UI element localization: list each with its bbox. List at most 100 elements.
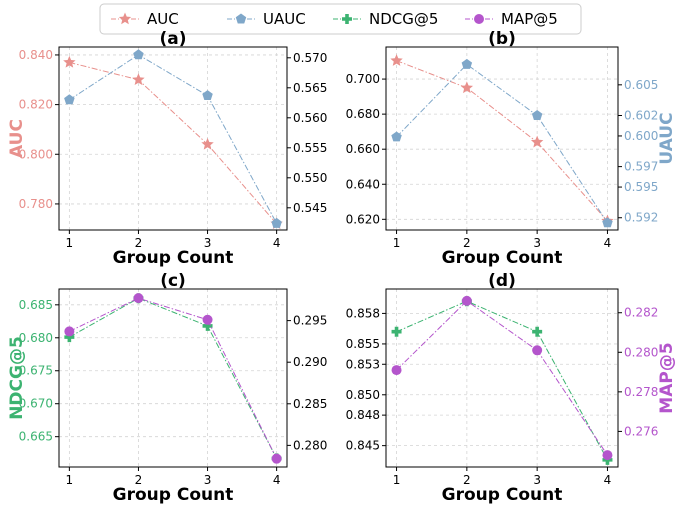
plot-frame <box>58 288 288 468</box>
y-right-tick-label: 0.560 <box>293 111 327 125</box>
panel-c: (c) 1 2 3 4 Group Count 0.665 0.670 0.675 0.680 0.… <box>7 271 327 505</box>
panel-title: (a) <box>159 29 186 49</box>
y-right-tick-label: 0.550 <box>293 171 327 185</box>
data-point-UAUC <box>271 217 282 228</box>
data-point-UAUC <box>531 110 543 120</box>
y-left-tick-label: 0.670 <box>19 397 53 411</box>
panel-title: (c) <box>160 271 186 291</box>
y-right-tick-label: 0.280 <box>624 345 658 359</box>
legend: AUC UAUC NDCG@5 MAP@5 <box>99 3 582 35</box>
x-tick-label: 3 <box>204 236 212 250</box>
y-right-tick-label: 0.602 <box>624 108 658 122</box>
y-left-tick-label: 0.680 <box>19 331 53 345</box>
plot-frame <box>385 46 619 231</box>
legend-label: MAP@5 <box>501 10 558 28</box>
series-line-NDCG@5 <box>396 300 608 461</box>
x-tick-label: 2 <box>135 236 143 250</box>
panel-title: (b) <box>488 29 516 49</box>
y-right-tick-label: 0.600 <box>624 129 658 143</box>
y-left-tick-label: 0.675 <box>19 364 53 378</box>
x-tick-label: 1 <box>393 473 401 487</box>
y-right-tick-label: 0.605 <box>624 78 658 92</box>
y-left-tick-label: 0.660 <box>346 142 380 156</box>
x-tick-label: 2 <box>135 473 143 487</box>
data-point-AUC <box>132 73 145 86</box>
x-tick-label: 4 <box>273 473 281 487</box>
x-tick-label: 3 <box>533 473 541 487</box>
x-tick-label: 1 <box>66 236 74 250</box>
y-left-tick-label: 0.680 <box>346 107 380 121</box>
y-right-tick-label: 0.276 <box>624 424 658 438</box>
data-point-NDCG@5 <box>532 326 543 337</box>
panel-d: (d) 1 2 3 4 Group Count 0.845 0.848 0.850 0.853 0.… <box>346 271 677 505</box>
series-line-MAP@5 <box>396 300 608 456</box>
x-axis-label: Group Count <box>113 485 234 505</box>
y-axis-label: AUC <box>7 119 27 158</box>
y-right-tick-label: 0.597 <box>624 160 658 174</box>
x-tick-label: 1 <box>66 473 74 487</box>
y-left-tick-label: 0.700 <box>346 72 380 86</box>
x-tick-label: 4 <box>604 473 612 487</box>
legend-marker-pentagon <box>235 13 247 24</box>
data-point-MAP@5 <box>64 326 75 337</box>
data-point-AUC <box>63 55 76 68</box>
y-right-tick-label: 0.282 <box>624 306 658 320</box>
x-axis-label: Group Count <box>442 248 563 268</box>
y-left-tick-label: 0.665 <box>19 430 53 444</box>
y-left-tick-label: 0.780 <box>19 197 53 211</box>
data-point-AUC <box>460 81 474 94</box>
y-left-tick-label: 0.855 <box>346 337 380 351</box>
y-right-tick-label: 0.592 <box>624 211 658 225</box>
data-point-MAP@5 <box>202 314 213 325</box>
series-line-UAUC <box>69 54 278 224</box>
x-tick-label: 3 <box>533 236 541 250</box>
data-point-NDCG@5 <box>391 326 402 337</box>
y-axis-label: MAP@5 <box>657 342 677 413</box>
y-left-tick-label: 0.850 <box>346 388 380 402</box>
data-point-AUC <box>530 135 544 148</box>
data-point-AUC <box>390 54 403 66</box>
x-tick-label: 4 <box>604 236 612 250</box>
data-point-UAUC <box>133 49 144 60</box>
y-left-tick-label: 0.858 <box>346 306 380 320</box>
panel-a: (a) 1 2 3 4 Group Count 0.780 0.800 0.820 0.840 0.… <box>7 29 327 268</box>
panel-title: (d) <box>488 271 516 291</box>
y-left-tick-label: 0.840 <box>19 48 53 62</box>
y-right-tick-label: 0.278 <box>624 385 658 399</box>
y-left-tick-label: 0.620 <box>346 212 380 226</box>
y-right-tick-label: 0.285 <box>293 397 327 411</box>
data-point-NDCG@5 <box>64 332 75 343</box>
series-line-AUC <box>69 61 278 225</box>
legend-marker-plus <box>342 14 352 24</box>
x-tick-label: 2 <box>463 473 471 487</box>
x-tick-label: 4 <box>273 236 281 250</box>
data-point-UAUC <box>461 58 473 69</box>
legend-label: UAUC <box>263 10 306 28</box>
y-right-tick-label: 0.545 <box>293 201 327 215</box>
panels: (a) 1 2 3 4 Group Count 0.780 0.800 0.820 0.840 0.… <box>7 29 677 505</box>
y-left-tick-label: 0.685 <box>19 298 53 312</box>
y-right-tick-label: 0.280 <box>293 438 327 452</box>
x-axis-label: Group Count <box>442 485 563 505</box>
data-point-MAP@5 <box>271 453 282 464</box>
data-point-MAP@5 <box>133 293 144 304</box>
panel-b: (b) 1 2 3 4 Group Count 0.620 0.640 0.660 0.680 0.… <box>346 29 677 268</box>
series-line-UAUC <box>396 63 608 224</box>
y-right-tick-label: 0.595 <box>624 180 658 194</box>
y-left-tick-label: 0.848 <box>346 408 380 422</box>
y-left-tick-label: 0.800 <box>19 147 53 161</box>
data-point-NDCG@5 <box>202 320 213 331</box>
x-tick-label: 2 <box>463 236 471 250</box>
y-left-tick-label: 0.640 <box>346 177 380 191</box>
x-axis-label: Group Count <box>113 248 234 268</box>
legend-marker-circle <box>474 14 484 24</box>
data-point-UAUC <box>602 217 613 228</box>
data-point-MAP@5 <box>532 345 543 356</box>
y-axis-label: UAUC <box>657 112 677 164</box>
legend-label: NDCG@5 <box>369 10 438 28</box>
y-left-tick-label: 0.820 <box>19 98 53 112</box>
y-left-tick-label: 0.845 <box>346 439 380 453</box>
data-point-MAP@5 <box>461 295 472 306</box>
y-right-tick-label: 0.295 <box>293 314 327 328</box>
